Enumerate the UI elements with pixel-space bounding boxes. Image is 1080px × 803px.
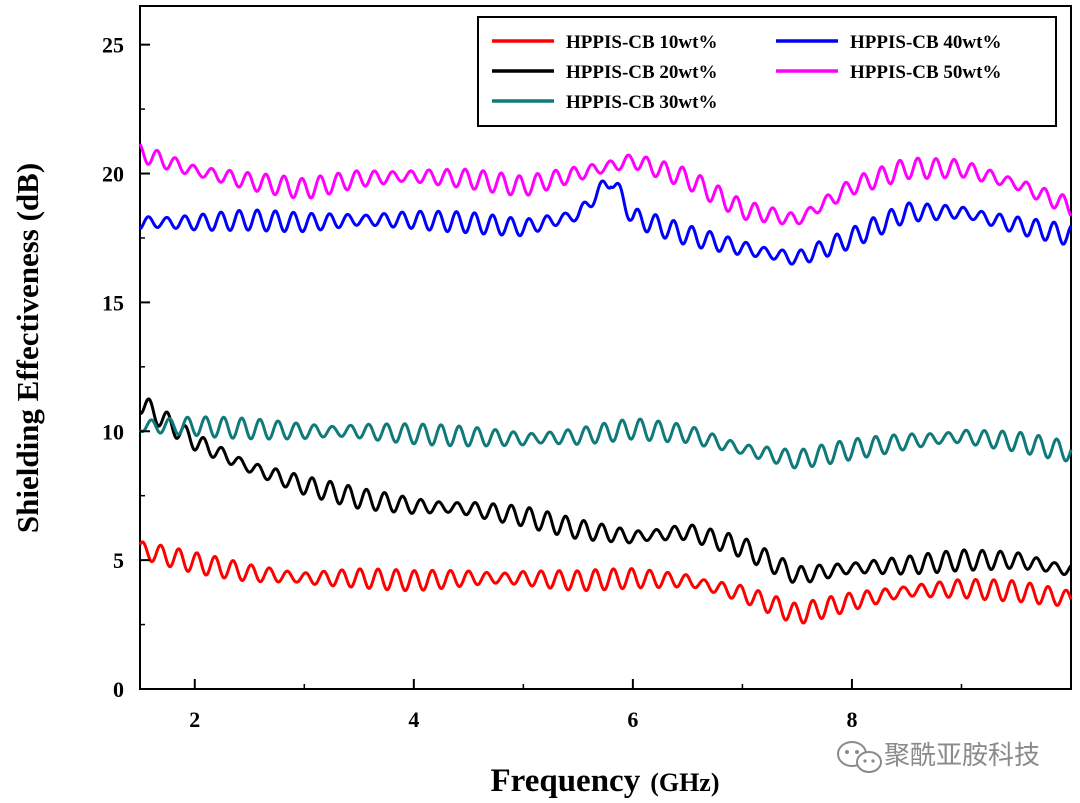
y-axis-ticks: 0 5 10 15 20 25: [102, 33, 150, 702]
x-tick-label: 2: [189, 707, 200, 732]
y-tick-label: 15: [102, 290, 124, 315]
series-line-1: [138, 540, 1073, 625]
x-tick-label: 8: [846, 707, 857, 732]
legend: HPPIS-CB 10wt% HPPIS-CB 20wt% HPPIS-CB 30w…: [477, 16, 1057, 127]
x-tick-label: 6: [627, 707, 638, 732]
series-layer: [138, 143, 1073, 625]
legend-label-4: HPPIS-CB 40wt%: [850, 32, 1001, 53]
legend-label-5: HPPIS-CB 50wt%: [850, 62, 1001, 83]
x-tick-label: 4: [408, 707, 419, 732]
y-tick-label: 5: [113, 548, 124, 573]
series-line-3: [138, 415, 1073, 470]
y-tick-label: 25: [102, 33, 124, 58]
x-axis-title: Frequency (GHz): [490, 763, 719, 799]
legend-label-3: HPPIS-CB 30wt%: [566, 92, 717, 113]
legend-label-1: HPPIS-CB 10wt%: [566, 32, 717, 53]
y-tick-label: 20: [102, 162, 124, 187]
y-axis-title: Shielding Effectiveness (dB): [10, 163, 45, 533]
series-line-4: [139, 179, 1073, 266]
legend-box: [477, 16, 1057, 127]
wechat-icon: [837, 741, 882, 773]
legend-label-2: HPPIS-CB 20wt%: [566, 62, 717, 83]
plot-frame: [139, 5, 1072, 690]
y-tick-label: 10: [102, 419, 124, 444]
x-axis-ticks: 2 4 6 8: [189, 679, 963, 732]
watermark: 聚酰亚胺科技: [837, 741, 1040, 773]
series-line-2: [139, 397, 1073, 584]
series-line-5: [138, 143, 1073, 226]
y-tick-label: 0: [113, 677, 124, 702]
x-axis-title-unit: (GHz): [650, 768, 719, 797]
watermark-text: 聚酰亚胺科技: [884, 741, 1040, 771]
x-axis-title-main: Frequency: [490, 763, 640, 799]
